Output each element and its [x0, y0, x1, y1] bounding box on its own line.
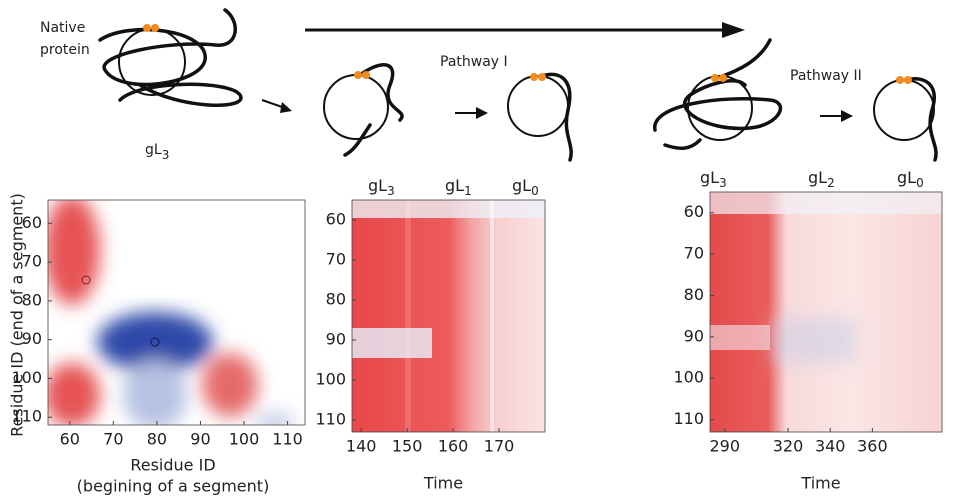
- y-tick-label: 90: [22, 329, 42, 348]
- y-tick-label: 110: [315, 410, 346, 429]
- y-tick-label: 80: [22, 290, 42, 309]
- state-label: gL0: [897, 168, 924, 190]
- x-tick-label: 100: [229, 430, 260, 449]
- plot-frame: [709, 191, 943, 433]
- x-axis-label: Time: [423, 474, 463, 493]
- y-tick-label: 110: [673, 409, 704, 428]
- x-tick-label: 150: [392, 437, 423, 456]
- y-tick-label: 60: [326, 210, 346, 229]
- y-tick-label: 60: [684, 202, 704, 221]
- heatmap-b: [352, 200, 545, 432]
- y-axis-label: Residue ID (end of a segment): [8, 193, 27, 437]
- y-tick-label: 70: [22, 252, 42, 271]
- x-axis-label: Residue ID: [130, 456, 215, 475]
- x-tick-label: 320: [773, 437, 804, 456]
- state-label: gL0: [512, 176, 539, 198]
- pathway-1-label: Pathway I: [440, 54, 508, 70]
- plot-frame: [47, 199, 306, 426]
- y-tick-label: 80: [326, 290, 346, 309]
- y-tick-label: 100: [315, 370, 346, 389]
- x-tick-label: 340: [815, 437, 846, 456]
- state-label: gL2: [808, 168, 835, 190]
- x-axis-label: Time: [800, 474, 840, 493]
- plot-frame: [351, 199, 546, 433]
- heatmap-a: [48, 200, 305, 425]
- y-tick-label: 90: [684, 326, 704, 345]
- y-tick-label: 70: [684, 244, 704, 263]
- x-tick-label: 360: [857, 437, 888, 456]
- x-tick-label: 80: [147, 430, 167, 449]
- native-label: Native protein: [40, 20, 90, 58]
- y-tick-label: 60: [22, 213, 42, 232]
- x-tick-label: 110: [272, 430, 303, 449]
- native-state: gL3: [145, 142, 169, 162]
- x-tick-label: 290: [709, 437, 740, 456]
- y-tick-label: 100: [11, 368, 42, 387]
- heatmap-c: [710, 192, 942, 432]
- x-tick-label: 140: [346, 437, 377, 456]
- x-tick-label: 90: [190, 430, 210, 449]
- y-tick-label: 110: [11, 407, 42, 426]
- y-tick-label: 90: [326, 330, 346, 349]
- y-tick-label: 80: [684, 285, 704, 304]
- x-tick-label: 170: [484, 437, 515, 456]
- x-tick-label: 60: [60, 430, 80, 449]
- x-tick-label: 160: [438, 437, 469, 456]
- y-tick-label: 70: [326, 250, 346, 269]
- pathway-2-label: Pathway II: [790, 68, 862, 84]
- state-label: gL3: [700, 168, 727, 190]
- schematic: Native protein gL3 Pathway I Pathway II: [40, 8, 938, 162]
- state-label: gL3: [368, 176, 395, 198]
- x-tick-label: 70: [103, 430, 123, 449]
- state-label: gL1: [445, 176, 472, 198]
- y-tick-label: 100: [673, 368, 704, 387]
- x-axis-label: (begining of a segment): [77, 477, 270, 496]
